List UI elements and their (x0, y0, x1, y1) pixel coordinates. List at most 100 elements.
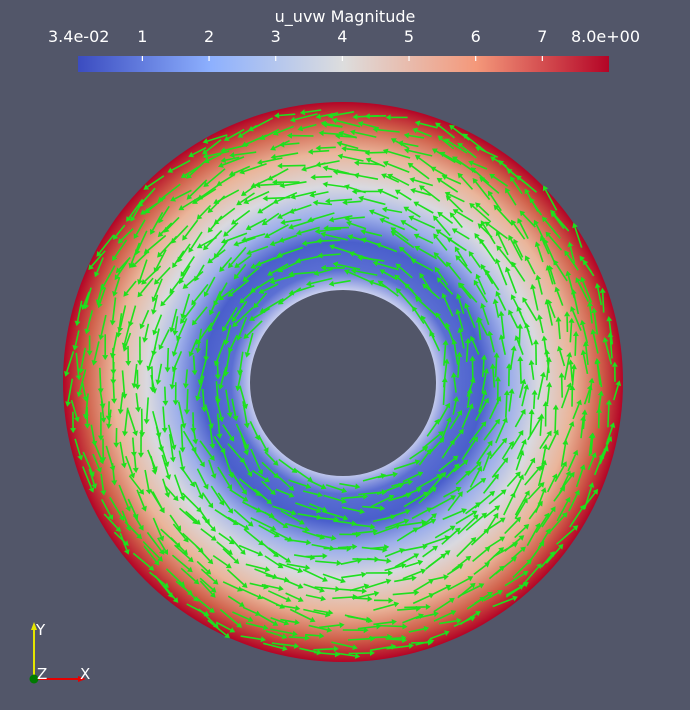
velocity-arrowhead (175, 525, 182, 532)
velocity-arrowhead (157, 555, 163, 562)
velocity-arrow (592, 333, 599, 354)
velocity-arrow (601, 292, 605, 313)
velocity-arrowhead (444, 191, 451, 198)
velocity-arrowhead (158, 217, 164, 224)
velocity-arrowhead (339, 622, 345, 629)
velocity-arrowhead (245, 224, 252, 231)
velocity-arrowhead (209, 455, 215, 461)
velocity-arrowhead (350, 129, 356, 136)
velocity-arrowhead (288, 492, 295, 498)
velocity-arrowhead (411, 575, 417, 582)
colorbar-tick-label: 2 (203, 27, 215, 46)
velocity-arrowhead (517, 323, 523, 329)
velocity-arrowhead (309, 616, 316, 623)
velocity-arrowhead (582, 341, 589, 347)
velocity-arrow (180, 265, 191, 281)
velocity-arrow (182, 430, 195, 449)
velocity-arrowhead (117, 237, 124, 244)
velocity-arrow (288, 479, 307, 487)
velocity-arrow (433, 600, 452, 613)
velocity-arrow (413, 581, 431, 593)
velocity-arrowhead (130, 216, 136, 222)
velocity-arrow (541, 510, 554, 528)
velocity-arrow (344, 614, 369, 622)
velocity-arrow (180, 567, 197, 582)
velocity-arrowhead (361, 571, 367, 578)
velocity-arrow (596, 363, 603, 388)
velocity-arrowhead (499, 536, 506, 542)
colorbar (78, 56, 609, 72)
velocity-arrow (556, 290, 564, 306)
velocity-arrow (383, 271, 398, 281)
velocity-arrow (112, 297, 117, 321)
velocity-arrowhead (370, 635, 376, 642)
velocity-arrow (157, 363, 163, 381)
velocity-arrowhead (481, 512, 487, 519)
velocity-arrowhead (535, 465, 542, 472)
velocity-arrow (440, 180, 459, 193)
velocity-arrow (335, 652, 356, 657)
velocity-arrowhead (536, 563, 542, 569)
velocity-arrowhead (315, 145, 321, 151)
velocity-arrowhead (475, 461, 482, 467)
velocity-arrowhead (353, 172, 360, 179)
velocity-arrow (302, 490, 319, 496)
velocity-arrowhead (391, 619, 397, 625)
velocity-arrowhead (537, 314, 543, 320)
velocity-arrowhead (203, 356, 210, 362)
velocity-arrow (436, 255, 448, 267)
velocity-arrowhead (524, 188, 530, 195)
velocity-arrowhead (216, 433, 223, 439)
velocity-arrowhead (392, 471, 398, 478)
velocity-arrow (443, 153, 462, 165)
velocity-arrowhead (372, 126, 378, 133)
velocity-arrow (568, 493, 578, 512)
velocity-arrowhead (213, 300, 219, 307)
velocity-arrow (358, 174, 379, 180)
velocity-arrow (263, 642, 284, 650)
velocity-arrow (160, 528, 178, 545)
velocity-arrow (569, 322, 573, 343)
velocity-arrow (514, 501, 526, 520)
velocity-arrowhead (452, 209, 459, 215)
velocity-arrowhead (515, 471, 521, 478)
velocity-arrowhead (161, 427, 168, 433)
velocity-arrowhead (469, 335, 476, 342)
velocity-arrowhead (607, 332, 614, 338)
velocity-arrow (381, 282, 399, 297)
velocity-arrow (385, 520, 405, 529)
velocity-arrow (350, 222, 367, 230)
velocity-arrowhead (418, 613, 424, 619)
velocity-arrowhead (582, 259, 589, 266)
velocity-arrowhead (502, 457, 509, 464)
velocity-arrow (535, 516, 548, 534)
velocity-arrowhead (190, 428, 197, 434)
velocity-arrow (503, 496, 514, 516)
velocity-arrowhead (167, 167, 174, 173)
velocity-arrow (166, 216, 180, 230)
velocity-arrowhead (228, 472, 234, 479)
velocity-arrow (572, 310, 582, 331)
velocity-arrowhead (493, 512, 499, 519)
velocity-arrowhead (267, 270, 273, 276)
velocity-arrow (392, 591, 415, 596)
velocity-arrowhead (445, 584, 452, 591)
velocity-arrow (397, 607, 417, 611)
velocity-arrow (96, 257, 104, 273)
velocity-arrowhead (382, 148, 389, 155)
velocity-arrowhead (97, 302, 103, 309)
velocity-arrowhead (114, 274, 120, 281)
velocity-arrow (308, 624, 328, 631)
velocity-arrowhead (132, 430, 138, 437)
velocity-arrowhead (532, 339, 539, 345)
velocity-arrowhead (404, 147, 410, 154)
velocity-arrowhead (456, 351, 463, 357)
velocity-arrowhead (469, 377, 476, 384)
velocity-arrowhead (390, 231, 397, 237)
velocity-arrow (577, 281, 590, 302)
velocity-arrow (194, 306, 208, 323)
velocity-arrowhead (291, 467, 298, 473)
velocity-arrowhead (410, 258, 417, 265)
velocity-arrowhead (138, 488, 144, 495)
